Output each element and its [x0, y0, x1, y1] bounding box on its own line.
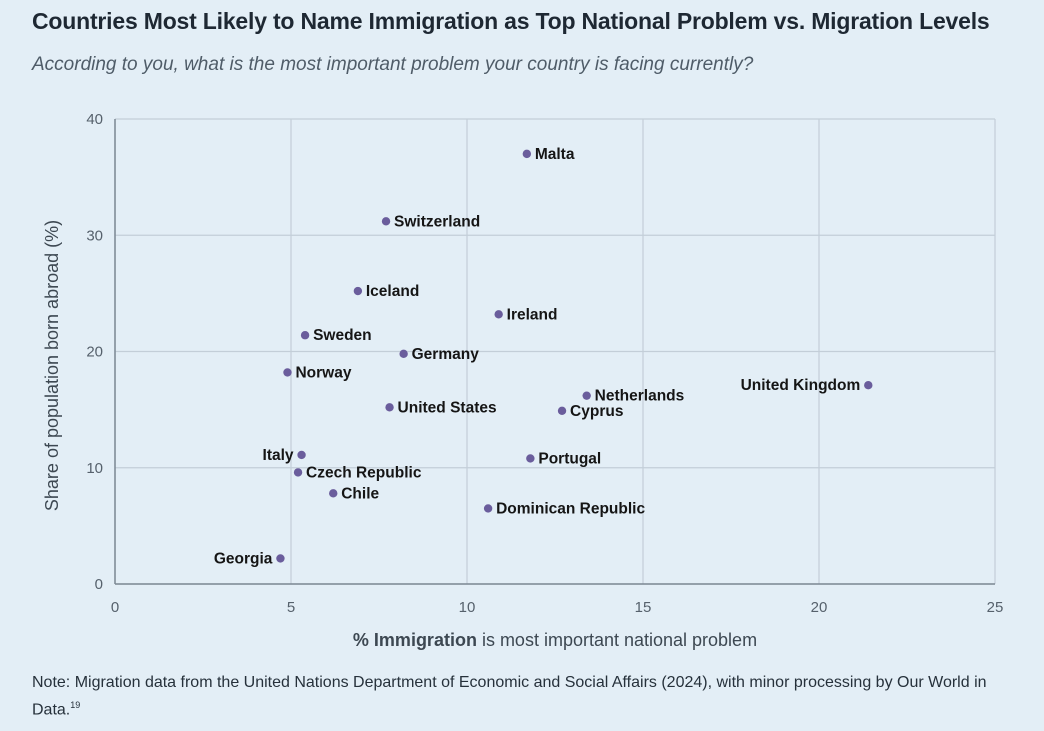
- point-label: Norway: [295, 364, 351, 381]
- point-label: Ireland: [507, 306, 558, 323]
- chart-title: Countries Most Likely to Name Immigratio…: [32, 8, 990, 34]
- data-point: [526, 454, 535, 463]
- x-tick-label: 25: [987, 599, 1004, 616]
- y-tick-label: 30: [86, 227, 103, 244]
- x-axis-label-bold: % Immigration: [352, 630, 477, 650]
- data-point: [864, 381, 873, 390]
- data-point: [300, 331, 310, 340]
- point-label: Malta: [535, 146, 575, 163]
- data-point: [385, 403, 394, 412]
- y-tick-label: 40: [86, 111, 103, 128]
- data-point: [353, 286, 363, 296]
- data-point: [557, 406, 567, 415]
- point-label: Switzerland: [394, 213, 480, 230]
- x-tick-label: 15: [635, 599, 652, 616]
- data-point: [283, 368, 292, 377]
- point-label: Georgia: [214, 550, 273, 567]
- x-tick-label: 20: [811, 599, 828, 616]
- point-label: Czech Republic: [306, 464, 422, 481]
- y-tick-label: 20: [86, 344, 103, 361]
- x-tick-label: 5: [287, 599, 295, 616]
- footnote-text: Note: Migration data from the United Nat…: [32, 674, 987, 719]
- x-tick-label: 10: [459, 599, 476, 616]
- y-axis-label: Share of population born abroad (%): [42, 220, 62, 511]
- footnote-ref: 19: [70, 700, 81, 710]
- point-label: United Kingdom: [741, 377, 861, 394]
- data-point: [483, 504, 493, 513]
- point-label: Germany: [412, 346, 480, 363]
- data-point: [582, 391, 591, 400]
- x-tick-label: 0: [111, 599, 119, 616]
- data-point: [494, 310, 503, 319]
- x-axis-label-rest: is most important national problem: [476, 630, 758, 650]
- point-label: Netherlands: [595, 388, 685, 405]
- y-tick-label: 0: [95, 576, 103, 593]
- point-label: Chile: [341, 485, 379, 502]
- y-tick-label: 10: [86, 460, 103, 477]
- point-label: Portugal: [538, 450, 601, 467]
- point-label: Italy: [263, 447, 294, 464]
- point-label: United States: [398, 399, 497, 416]
- footnote: Note: Migration data from the United Nat…: [32, 672, 1012, 721]
- data-point: [329, 489, 338, 498]
- point-label: Sweden: [313, 327, 372, 344]
- data-point: [522, 149, 532, 159]
- x-axis-label: % Immigration is most important national…: [115, 630, 995, 651]
- point-label: Iceland: [366, 283, 419, 300]
- point-label: Dominican Republic: [496, 500, 645, 517]
- data-point: [399, 349, 408, 359]
- chart-subtitle: According to you, what is the most impor…: [32, 54, 754, 75]
- data-point: [293, 468, 303, 477]
- data-point: [276, 554, 285, 563]
- data-point: [381, 217, 391, 226]
- data-point: [297, 450, 306, 460]
- point-label: Cyprus: [570, 403, 623, 420]
